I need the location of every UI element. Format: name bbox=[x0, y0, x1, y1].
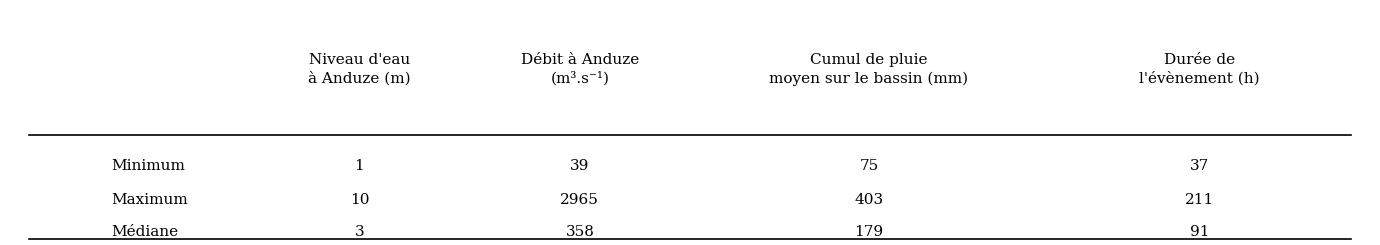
Text: Maximum: Maximum bbox=[112, 193, 188, 207]
Text: 91: 91 bbox=[1190, 224, 1209, 238]
Text: 10: 10 bbox=[349, 193, 370, 207]
Text: 358: 358 bbox=[566, 224, 595, 238]
Text: Cumul de pluie
moyen sur le bassin (mm): Cumul de pluie moyen sur le bassin (mm) bbox=[770, 53, 969, 86]
Text: 211: 211 bbox=[1185, 193, 1214, 207]
Text: 403: 403 bbox=[854, 193, 883, 207]
Text: Niveau d'eau
à Anduze (m): Niveau d'eau à Anduze (m) bbox=[308, 53, 411, 86]
Text: 2965: 2965 bbox=[560, 193, 599, 207]
Text: 37: 37 bbox=[1190, 159, 1209, 173]
Text: Médiane: Médiane bbox=[112, 224, 178, 238]
Text: Durée de
l'évènement (h): Durée de l'évènement (h) bbox=[1140, 53, 1260, 86]
Text: 179: 179 bbox=[854, 224, 883, 238]
Text: 1: 1 bbox=[355, 159, 364, 173]
Text: 75: 75 bbox=[860, 159, 879, 173]
Text: Débit à Anduze
(m³.s⁻¹): Débit à Anduze (m³.s⁻¹) bbox=[520, 53, 639, 86]
Text: Minimum: Minimum bbox=[112, 159, 185, 173]
Text: 39: 39 bbox=[570, 159, 589, 173]
Text: 3: 3 bbox=[355, 224, 364, 238]
